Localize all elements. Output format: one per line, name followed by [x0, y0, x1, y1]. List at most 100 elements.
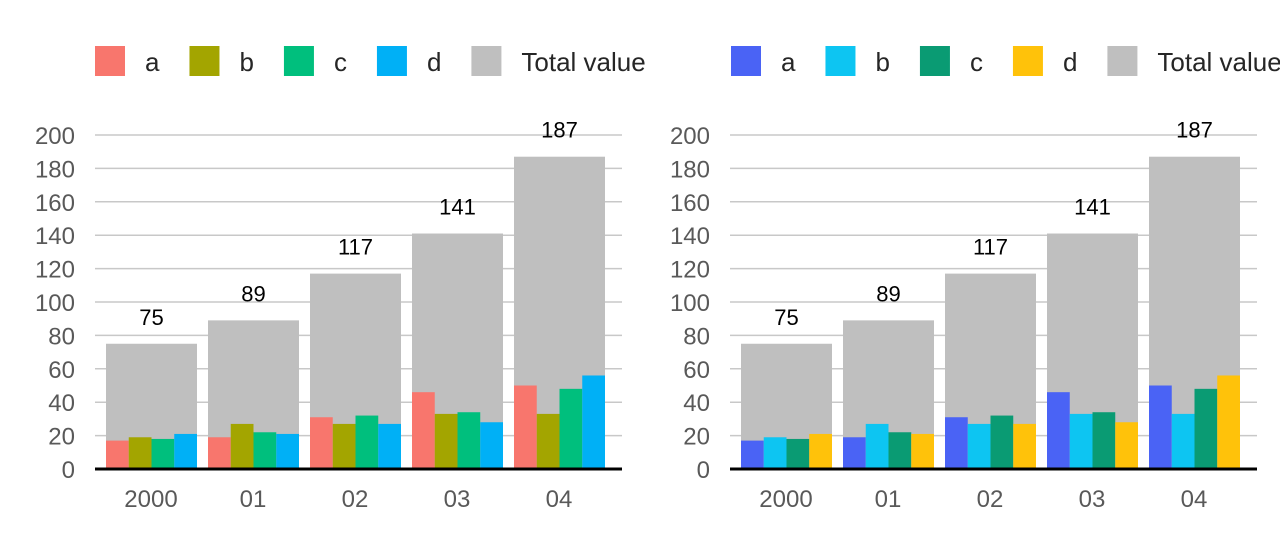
y-tick-label: 180 — [670, 156, 710, 183]
bar-d — [582, 375, 605, 469]
legend-swatch — [1012, 46, 1043, 76]
legend-swatch — [376, 46, 407, 76]
bar-a — [310, 417, 333, 469]
y-tick-label: 20 — [683, 424, 710, 451]
bar-d — [809, 433, 832, 469]
bar-b — [1171, 413, 1195, 469]
legend-label: b — [875, 47, 889, 77]
bar-d — [480, 422, 503, 469]
legend-label: d — [427, 47, 441, 77]
legend-label: a — [781, 47, 796, 77]
total-data-label: 187 — [1176, 118, 1213, 143]
x-tick-label: 01 — [875, 486, 902, 513]
y-tick-label: 140 — [35, 223, 75, 250]
bar-a — [1149, 385, 1172, 469]
legend-label: d — [1063, 47, 1077, 77]
bar-b — [763, 437, 787, 469]
bar-d — [1217, 375, 1240, 469]
legend-swatch — [283, 46, 314, 76]
y-tick-label: 100 — [670, 290, 710, 317]
y-tick-label: 120 — [670, 257, 710, 284]
bar-d — [174, 433, 197, 469]
y-tick-label: 120 — [35, 257, 75, 284]
bar-b — [128, 437, 152, 469]
x-tick-label: 01 — [240, 486, 267, 513]
legend-swatch — [471, 46, 502, 76]
legend-label: b — [239, 47, 253, 77]
y-tick-label: 160 — [35, 190, 75, 217]
legend-swatch — [731, 46, 761, 76]
legend-swatch — [919, 46, 950, 76]
bar-d — [1013, 423, 1036, 469]
bar-b — [967, 423, 991, 469]
total-data-label: 89 — [241, 281, 265, 306]
bar-b — [1069, 413, 1093, 469]
right-chart-panel: 0204060801001201401601802007520008901117… — [670, 46, 1280, 513]
x-tick-label: 2000 — [759, 486, 812, 513]
bar-a — [208, 437, 231, 469]
bar-a — [514, 385, 537, 469]
bar-c — [990, 415, 1014, 469]
bar-c — [457, 412, 481, 469]
bar-a — [945, 417, 968, 469]
x-tick-label: 04 — [1181, 486, 1208, 513]
bar-d — [378, 423, 401, 469]
bar-a — [412, 392, 435, 469]
total-data-label: 141 — [439, 195, 476, 220]
total-data-label: 75 — [139, 305, 163, 330]
y-tick-label: 80 — [48, 323, 75, 350]
legend-swatch — [1107, 46, 1138, 76]
total-data-label: 117 — [973, 235, 1008, 260]
legend-label: Total value — [1157, 47, 1280, 77]
y-tick-label: 200 — [35, 123, 75, 150]
bar-a — [106, 440, 129, 469]
y-tick-label: 0 — [62, 457, 75, 484]
total-data-label: 187 — [541, 118, 578, 143]
legend-label: c — [970, 47, 983, 77]
bar-d — [1115, 422, 1138, 469]
y-tick-label: 40 — [683, 390, 710, 417]
bar-d — [276, 433, 299, 469]
legend: a b c d Total value — [95, 46, 646, 77]
total-data-label: 141 — [1074, 195, 1111, 220]
bar-d — [911, 433, 934, 469]
y-tick-label: 140 — [670, 223, 710, 250]
bar-a — [741, 440, 764, 469]
y-tick-label: 60 — [683, 357, 710, 384]
y-tick-label: 40 — [48, 390, 75, 417]
y-tick-label: 80 — [683, 323, 710, 350]
bar-c — [1092, 412, 1116, 469]
x-tick-label: 03 — [1079, 486, 1106, 513]
bar-b — [230, 423, 254, 469]
bar-c — [355, 415, 379, 469]
bar-a — [1047, 392, 1070, 469]
legend-swatch — [825, 46, 856, 76]
legend-swatch — [95, 46, 125, 76]
bar-c — [253, 432, 277, 469]
bar-c — [888, 432, 912, 469]
y-tick-label: 100 — [35, 290, 75, 317]
y-tick-label: 20 — [48, 424, 75, 451]
x-tick-label: 03 — [444, 486, 471, 513]
total-data-label: 75 — [774, 305, 798, 330]
bar-b — [865, 423, 889, 469]
y-tick-label: 180 — [35, 156, 75, 183]
x-tick-label: 04 — [546, 486, 573, 513]
legend-label: Total value — [521, 47, 645, 77]
legend: a b c d Total value — [731, 46, 1280, 77]
y-tick-label: 60 — [48, 357, 75, 384]
legend-label: a — [145, 47, 160, 77]
bar-a — [843, 437, 866, 469]
y-tick-label: 200 — [670, 123, 710, 150]
left-chart-panel: 0204060801001201401601802007520008901117… — [35, 46, 646, 513]
bar-c — [786, 438, 810, 469]
total-data-label: 117 — [338, 235, 373, 260]
legend-swatch — [189, 46, 220, 76]
x-tick-label: 02 — [977, 486, 1004, 513]
total-data-label: 89 — [876, 281, 900, 306]
y-tick-label: 160 — [670, 190, 710, 217]
x-tick-label: 02 — [342, 486, 369, 513]
bar-c — [559, 388, 583, 469]
bar-c — [151, 438, 175, 469]
